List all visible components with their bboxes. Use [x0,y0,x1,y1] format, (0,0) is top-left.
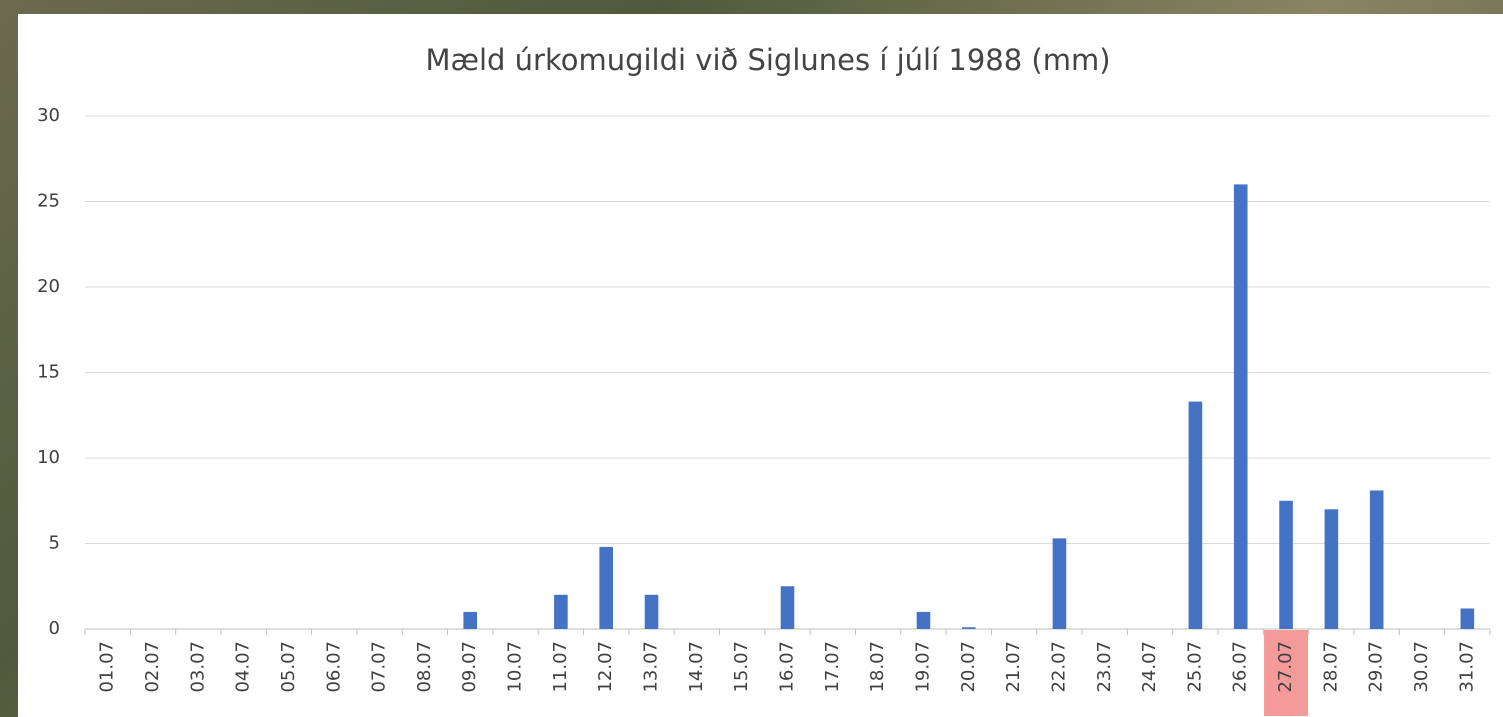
bar [1234,184,1248,629]
x-tick-label: 20.07 [958,641,979,693]
x-tick-label: 13.07 [641,641,662,693]
x-tick-label: 24.07 [1139,641,1160,693]
y-tick-label: 0 [49,618,60,639]
bar [463,612,477,629]
x-tick-label: 03.07 [187,641,208,693]
x-tick-label: 18.07 [867,641,888,693]
bar [645,595,659,629]
bar [1053,538,1067,629]
bar [554,595,568,629]
y-tick-label: 25 [37,191,60,212]
x-tick-label: 11.07 [550,641,571,693]
x-tick-label: 31.07 [1456,641,1477,693]
x-tick-label: 09.07 [459,641,480,693]
x-tick-label: 05.07 [278,641,299,693]
bar [599,547,613,629]
bar [1279,501,1293,629]
y-tick-label: 10 [37,447,60,468]
y-tick-label: 30 [37,105,60,126]
bar [781,586,795,629]
bar [1189,402,1203,629]
x-tick-label: 30.07 [1411,641,1432,693]
x-tick-label: 26.07 [1230,641,1251,693]
x-tick-label: 23.07 [1094,641,1115,693]
y-tick-label: 5 [49,533,60,554]
x-tick-label: 01.07 [97,641,118,693]
x-tick-label: 07.07 [369,641,390,693]
bar [962,627,976,629]
x-tick-label: 15.07 [731,641,752,693]
x-tick-label: 17.07 [822,641,843,693]
x-tick-label: 02.07 [142,641,163,693]
x-tick-label: 28.07 [1320,641,1341,693]
y-tick-label: 20 [37,276,60,297]
bar [1461,608,1475,629]
x-tick-label: 04.07 [233,641,254,693]
chart-title: Mæld úrkomugildi við Siglunes í júlí 198… [425,43,1110,77]
bar [917,612,931,629]
y-tick-label: 15 [37,362,60,383]
x-tick-label: 08.07 [414,641,435,693]
bar [1325,509,1339,629]
x-tick-label: 25.07 [1184,641,1205,693]
x-tick-label: 16.07 [777,641,798,693]
screenshot: Mæld úrkomugildi við Siglunes í júlí 198… [0,0,1503,717]
x-tick-label: 10.07 [505,641,526,693]
x-tick-label: 29.07 [1366,641,1387,693]
bar [1370,490,1384,629]
x-tick-label: 21.07 [1003,641,1024,693]
x-tick-label: 27.07 [1275,641,1296,693]
x-tick-label: 12.07 [595,641,616,693]
x-tick-label: 19.07 [912,641,933,693]
x-tick-label: 14.07 [686,641,707,693]
chart: Mæld úrkomugildi við Siglunes í júlí 198… [0,0,1503,717]
x-tick-label: 22.07 [1048,641,1069,693]
x-tick-label: 06.07 [323,641,344,693]
